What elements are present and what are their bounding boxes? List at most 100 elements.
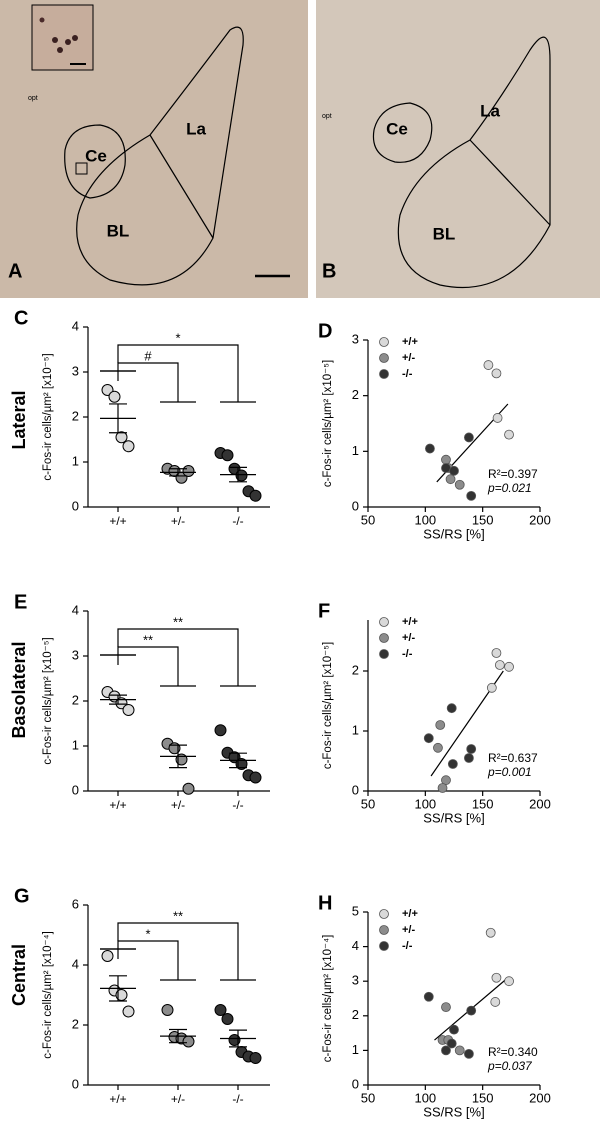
y-tick-label: 3 <box>72 647 79 662</box>
legend-label: -/- <box>402 940 413 952</box>
x-tick-label: -/- <box>232 798 243 812</box>
region-label: BL <box>107 221 130 240</box>
data-point <box>504 976 514 987</box>
data-point <box>491 972 502 983</box>
data-point <box>454 1045 465 1056</box>
x-axis-label: SS/RS [%] <box>423 1104 484 1119</box>
panel-label: A <box>8 260 22 282</box>
data-point <box>441 454 451 465</box>
r2-annotation: R²=0.397 <box>488 467 538 481</box>
row-label: Central <box>9 944 29 1006</box>
data-point <box>425 443 435 454</box>
sem-bar <box>109 403 127 434</box>
significance-bracket <box>100 628 256 687</box>
data-point <box>433 742 443 753</box>
y-tick-label: 4 <box>72 602 79 617</box>
data-point <box>446 1038 457 1049</box>
y-axis-label: c-Fos-ir cells/µm² [x10⁻⁵] <box>42 353 54 480</box>
data-point <box>491 368 502 379</box>
x-tick-label: 100 <box>414 512 436 527</box>
data-point <box>423 733 434 744</box>
significance-label: * <box>175 330 180 345</box>
legend-label: +/+ <box>402 908 418 920</box>
region-label: La <box>186 119 206 138</box>
y-tick-label: 0 <box>72 782 79 797</box>
data-point <box>441 1002 451 1013</box>
data-point <box>122 440 135 453</box>
legend-label: +/- <box>402 352 415 364</box>
legend-label: +/+ <box>402 336 418 348</box>
data-point <box>122 704 135 716</box>
region-label: opt <box>322 113 332 120</box>
legend-marker <box>379 617 389 627</box>
x-tick-label: +/+ <box>109 514 126 528</box>
data-point <box>486 682 497 693</box>
sem-bar <box>229 1029 247 1048</box>
x-tick-label: 50 <box>361 796 375 811</box>
x-tick-label: +/+ <box>109 798 126 812</box>
y-axis-label: c-Fos-ir cells/µm² [x10⁻⁵] <box>322 360 334 487</box>
data-point <box>441 1045 451 1056</box>
panel-label: H <box>318 892 332 914</box>
data-point <box>464 753 474 763</box>
data-point <box>221 449 234 462</box>
data-point <box>235 758 248 770</box>
significance-bracket <box>100 922 256 981</box>
data-point <box>466 1005 477 1016</box>
p-annotation: p=0.021 <box>487 481 532 495</box>
significance-label: ** <box>143 632 153 647</box>
legend-marker <box>379 941 389 951</box>
y-tick-label: 1 <box>352 443 359 458</box>
y-tick-label: 0 <box>72 1076 79 1091</box>
r2-annotation: R²=0.340 <box>488 1045 538 1059</box>
data-point <box>221 1013 234 1025</box>
panel-label: F <box>318 600 330 622</box>
significance-label: * <box>145 926 150 941</box>
x-tick-label: +/- <box>171 798 185 812</box>
legend-marker <box>379 353 389 363</box>
row-label: Basolateral <box>9 641 29 738</box>
data-point <box>492 413 503 423</box>
y-tick-label: 0 <box>352 498 359 513</box>
x-tick-label: 200 <box>529 512 551 527</box>
data-point <box>161 1004 174 1016</box>
y-axis-label: c-Fos-ir cells/µm² [x10⁻⁵] <box>322 642 334 769</box>
x-tick-label: 150 <box>472 796 494 811</box>
data-point <box>445 474 456 485</box>
y-tick-label: 4 <box>72 318 79 333</box>
region-label: Ce <box>386 119 408 138</box>
legend-label: +/+ <box>402 616 418 628</box>
data-point <box>101 950 114 962</box>
r2-annotation: R²=0.637 <box>488 751 538 765</box>
x-axis-label: SS/RS [%] <box>423 810 484 825</box>
legend-label: +/- <box>402 632 415 644</box>
y-tick-label: 4 <box>352 938 359 953</box>
data-point <box>446 703 457 714</box>
y-tick-label: 3 <box>352 331 359 346</box>
sem-bar <box>169 744 187 769</box>
p-annotation: p=0.001 <box>487 765 532 779</box>
significance-label: ** <box>173 908 183 923</box>
data-point <box>447 759 458 769</box>
sem-bar <box>109 694 127 705</box>
data-point <box>214 724 227 737</box>
y-tick-label: 3 <box>352 973 359 988</box>
x-tick-label: 100 <box>414 796 436 811</box>
significance-bracket <box>100 646 196 687</box>
panel-label: E <box>14 591 27 613</box>
x-tick-label: 200 <box>529 1090 551 1105</box>
data-point <box>464 1048 474 1059</box>
y-tick-label: 2 <box>72 408 79 423</box>
x-tick-label: 200 <box>529 796 551 811</box>
row-label: Lateral <box>9 390 29 449</box>
significance-label: ** <box>173 614 183 629</box>
y-tick-label: 2 <box>352 1007 359 1022</box>
x-tick-label: +/- <box>171 514 185 528</box>
legend-marker <box>379 909 389 919</box>
data-point <box>214 1004 227 1016</box>
sem-bar <box>229 752 247 769</box>
x-tick-label: +/- <box>171 1092 185 1106</box>
data-point <box>449 1024 459 1035</box>
y-tick-label: 2 <box>352 662 359 677</box>
